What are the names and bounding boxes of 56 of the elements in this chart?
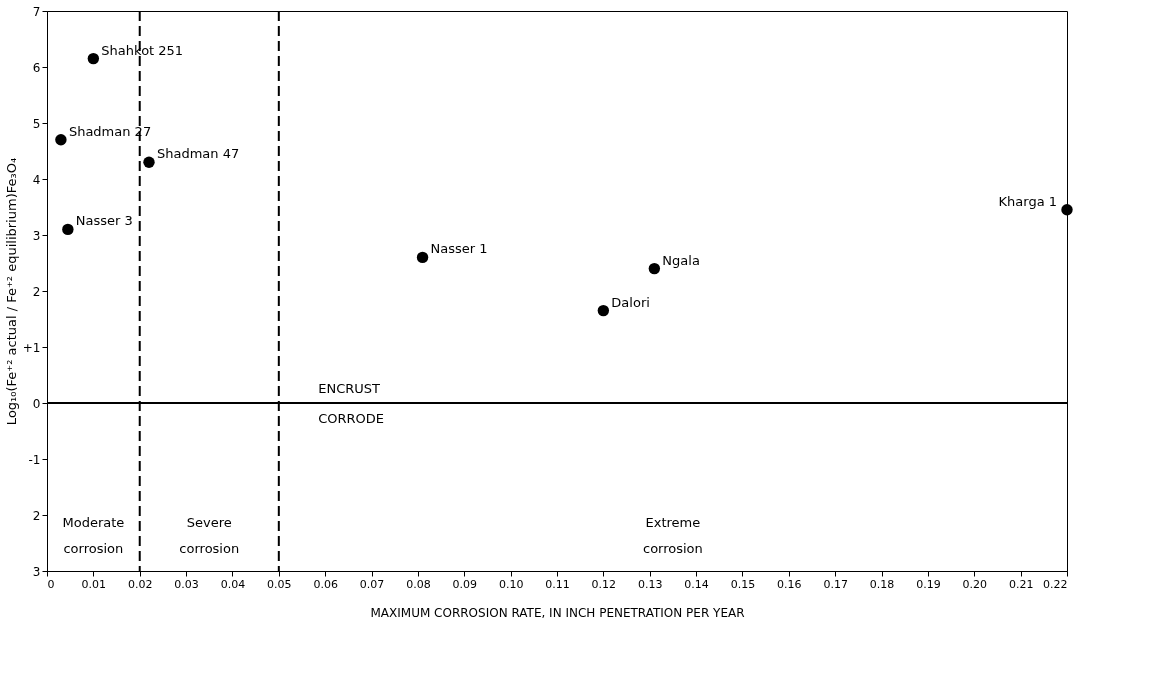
x-tick-label: 0.08 xyxy=(406,577,431,591)
y-tick-label: +1 xyxy=(22,340,41,355)
y-tick-label: 2 xyxy=(32,508,41,523)
x-tick-label: 0.06 xyxy=(313,577,338,591)
y-tick-label: 0 xyxy=(32,396,41,411)
x-tick-label: 0.19 xyxy=(916,577,941,591)
point xyxy=(597,304,610,317)
y-tick-label: 7 xyxy=(32,4,41,19)
annotation: Shahkot 251 xyxy=(101,42,184,58)
y-tick-label: 5 xyxy=(32,116,41,131)
x-tick-label: 0.13 xyxy=(637,577,663,591)
x-tick-label: 0.11 xyxy=(545,577,570,591)
annotation: ENCRUST xyxy=(318,381,381,396)
x-tick-label: 0.15 xyxy=(730,577,756,591)
point xyxy=(87,52,100,65)
point xyxy=(1061,204,1073,216)
x-tick-label: 0.14 xyxy=(684,577,709,591)
x-tick-label: 0.16 xyxy=(777,577,802,591)
annotation: Ngala xyxy=(662,252,700,268)
x-tick-label: 0.01 xyxy=(81,577,107,591)
point xyxy=(416,251,429,264)
x-tick-label: 0 xyxy=(47,577,55,591)
x-tick-label: 0.21 xyxy=(1008,577,1034,591)
point xyxy=(143,156,155,168)
y-tick-label: 4 xyxy=(32,172,41,187)
annotation: Dalori xyxy=(611,294,650,310)
annotation: Extreme corrosion xyxy=(643,515,703,556)
y-tick-label: 3 xyxy=(32,564,41,579)
x-tick-label: 0.03 xyxy=(174,577,199,591)
y-tick-label: 6 xyxy=(32,60,41,75)
annotation: Moderate corrosion xyxy=(62,515,125,556)
y-tick-label: 3 xyxy=(32,228,41,243)
x-tick-label: 0.10 xyxy=(498,577,524,591)
x-tick-label: 0.22 xyxy=(1043,577,1068,591)
point xyxy=(62,223,74,236)
annotation: Severe corrosion xyxy=(179,515,240,556)
x-tick-label: 0.18 xyxy=(869,577,895,591)
x-tick-label: 0.02 xyxy=(127,577,153,591)
x-tick-label: 0.04 xyxy=(220,577,246,591)
point xyxy=(55,134,67,146)
x-axis-title: MAXIMUM CORROSION RATE, IN INCH PENETRATION PER YEAR xyxy=(370,605,745,620)
x-tick-label: 0.09 xyxy=(452,577,478,591)
x-tick-label: 0.07 xyxy=(359,577,385,591)
x-tick-label: 0.17 xyxy=(823,577,848,591)
annotation: Kharga 1 xyxy=(998,193,1057,209)
annotation: Shadman 47 xyxy=(157,146,240,162)
x-tick-label: 0.05 xyxy=(267,577,292,591)
x-tick-label: 0.12 xyxy=(591,577,617,591)
y-tick-label: -1 xyxy=(28,452,41,467)
y-axis-title: Log₁₀(Fe⁺² actual / Fe⁺² equilibrium)Fe₃O₄ xyxy=(3,157,19,426)
annotation: Nasser 1 xyxy=(430,241,488,257)
point xyxy=(648,262,661,275)
x-tick-label: 0.20 xyxy=(962,577,988,591)
y-tick-label: 2 xyxy=(32,284,41,299)
annotation: CORRODE xyxy=(318,411,385,426)
annotation: Nasser 3 xyxy=(75,213,133,229)
